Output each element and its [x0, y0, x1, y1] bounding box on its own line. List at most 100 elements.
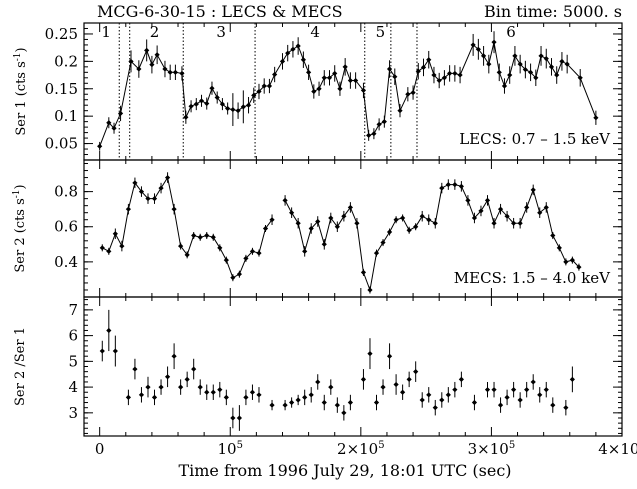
x-tick-label-exp: 5	[378, 440, 384, 451]
data-point	[367, 287, 373, 293]
x-tick-label-base: 3×10	[468, 440, 509, 458]
data-point	[337, 86, 343, 92]
data-point	[577, 75, 583, 81]
y-axis-label: Ser 2 /Ser 1	[13, 327, 28, 406]
data-point	[465, 197, 471, 203]
x-tick-label: 2×105	[337, 440, 385, 458]
x-tick-label-base: 10	[218, 440, 237, 458]
data-point	[353, 77, 359, 84]
data-point	[441, 75, 448, 81]
data-point	[371, 131, 377, 137]
data-point	[225, 105, 231, 112]
data-point	[184, 252, 190, 258]
y-axis-label: Ser 1 (cts s-1)	[13, 47, 29, 135]
data-point	[197, 234, 203, 240]
data-point	[386, 66, 393, 72]
data-point	[285, 50, 291, 56]
data-point	[393, 217, 399, 223]
y-tick-label: 0.15	[45, 80, 78, 98]
data-point	[125, 394, 131, 400]
data-point	[235, 108, 241, 114]
data-point	[458, 376, 464, 382]
data-point	[183, 114, 189, 120]
data-point	[491, 220, 497, 226]
x-tick-label-exp: 5	[237, 440, 243, 451]
data-point	[538, 53, 544, 59]
data-point	[511, 387, 517, 393]
data-point	[471, 215, 478, 221]
data-point	[243, 394, 249, 400]
data-point	[151, 394, 158, 400]
data-point	[178, 384, 184, 390]
data-point	[550, 402, 556, 408]
data-point	[415, 68, 421, 74]
data-point	[154, 52, 160, 58]
data-point	[236, 271, 242, 277]
data-point	[452, 387, 458, 393]
data-point	[517, 220, 523, 226]
y-tick-label: 0.8	[54, 183, 78, 201]
data-point	[341, 410, 347, 416]
data-point	[112, 231, 118, 237]
y-tick-label: 3	[68, 404, 78, 422]
data-point	[381, 119, 387, 125]
data-point	[504, 394, 510, 400]
data-point	[240, 104, 246, 110]
data-point	[497, 206, 504, 212]
data-point	[380, 384, 386, 390]
data-point	[406, 227, 412, 233]
data-point	[527, 69, 534, 75]
data-point	[204, 232, 210, 239]
data-point	[366, 132, 372, 138]
data-point	[436, 77, 442, 84]
data-point	[179, 70, 185, 77]
y-tick-label: 5	[68, 352, 78, 370]
data-point	[256, 392, 262, 398]
data-point	[563, 405, 569, 411]
data-point	[400, 215, 406, 221]
data-point	[295, 43, 301, 49]
data-point	[167, 69, 173, 75]
y-axis-label-sup: -1	[13, 52, 23, 61]
data-point	[524, 387, 530, 393]
data-point	[106, 248, 112, 254]
data-point	[360, 87, 367, 94]
data-point	[300, 57, 306, 63]
data-point	[106, 120, 112, 126]
y-axis-label-sup: -1	[12, 189, 22, 198]
data-point	[360, 269, 367, 276]
data-point	[386, 229, 393, 235]
data-point	[511, 220, 517, 226]
data-point	[162, 66, 168, 72]
data-point	[426, 217, 432, 223]
data-point	[501, 83, 508, 89]
data-point	[380, 239, 386, 246]
data-point	[295, 397, 301, 403]
data-point	[326, 75, 333, 81]
y-axis-label-text: Ser 1 (cts s	[14, 61, 29, 135]
data-point	[537, 210, 543, 216]
y-tick-label: 7	[68, 301, 78, 319]
data-point	[328, 384, 334, 390]
data-point	[406, 376, 412, 382]
energy-band-annotation: MECS: 1.5 – 4.0 keV	[454, 269, 611, 287]
data-point	[125, 206, 131, 212]
data-point	[439, 397, 445, 403]
data-point	[171, 353, 177, 359]
data-point	[576, 264, 582, 270]
data-point	[543, 387, 549, 393]
x-tick-label-exp: 5	[509, 440, 515, 451]
data-point	[386, 353, 393, 359]
data-point	[447, 70, 453, 77]
data-point	[491, 39, 497, 45]
data-point	[251, 92, 257, 98]
data-point	[210, 389, 216, 395]
data-point	[214, 94, 220, 101]
data-point	[457, 72, 463, 78]
data-point	[400, 389, 406, 395]
data-point	[512, 53, 518, 59]
data-point	[279, 58, 286, 64]
data-point	[321, 75, 327, 81]
data-point	[164, 374, 171, 380]
y-tick-label: 0.05	[45, 135, 78, 153]
